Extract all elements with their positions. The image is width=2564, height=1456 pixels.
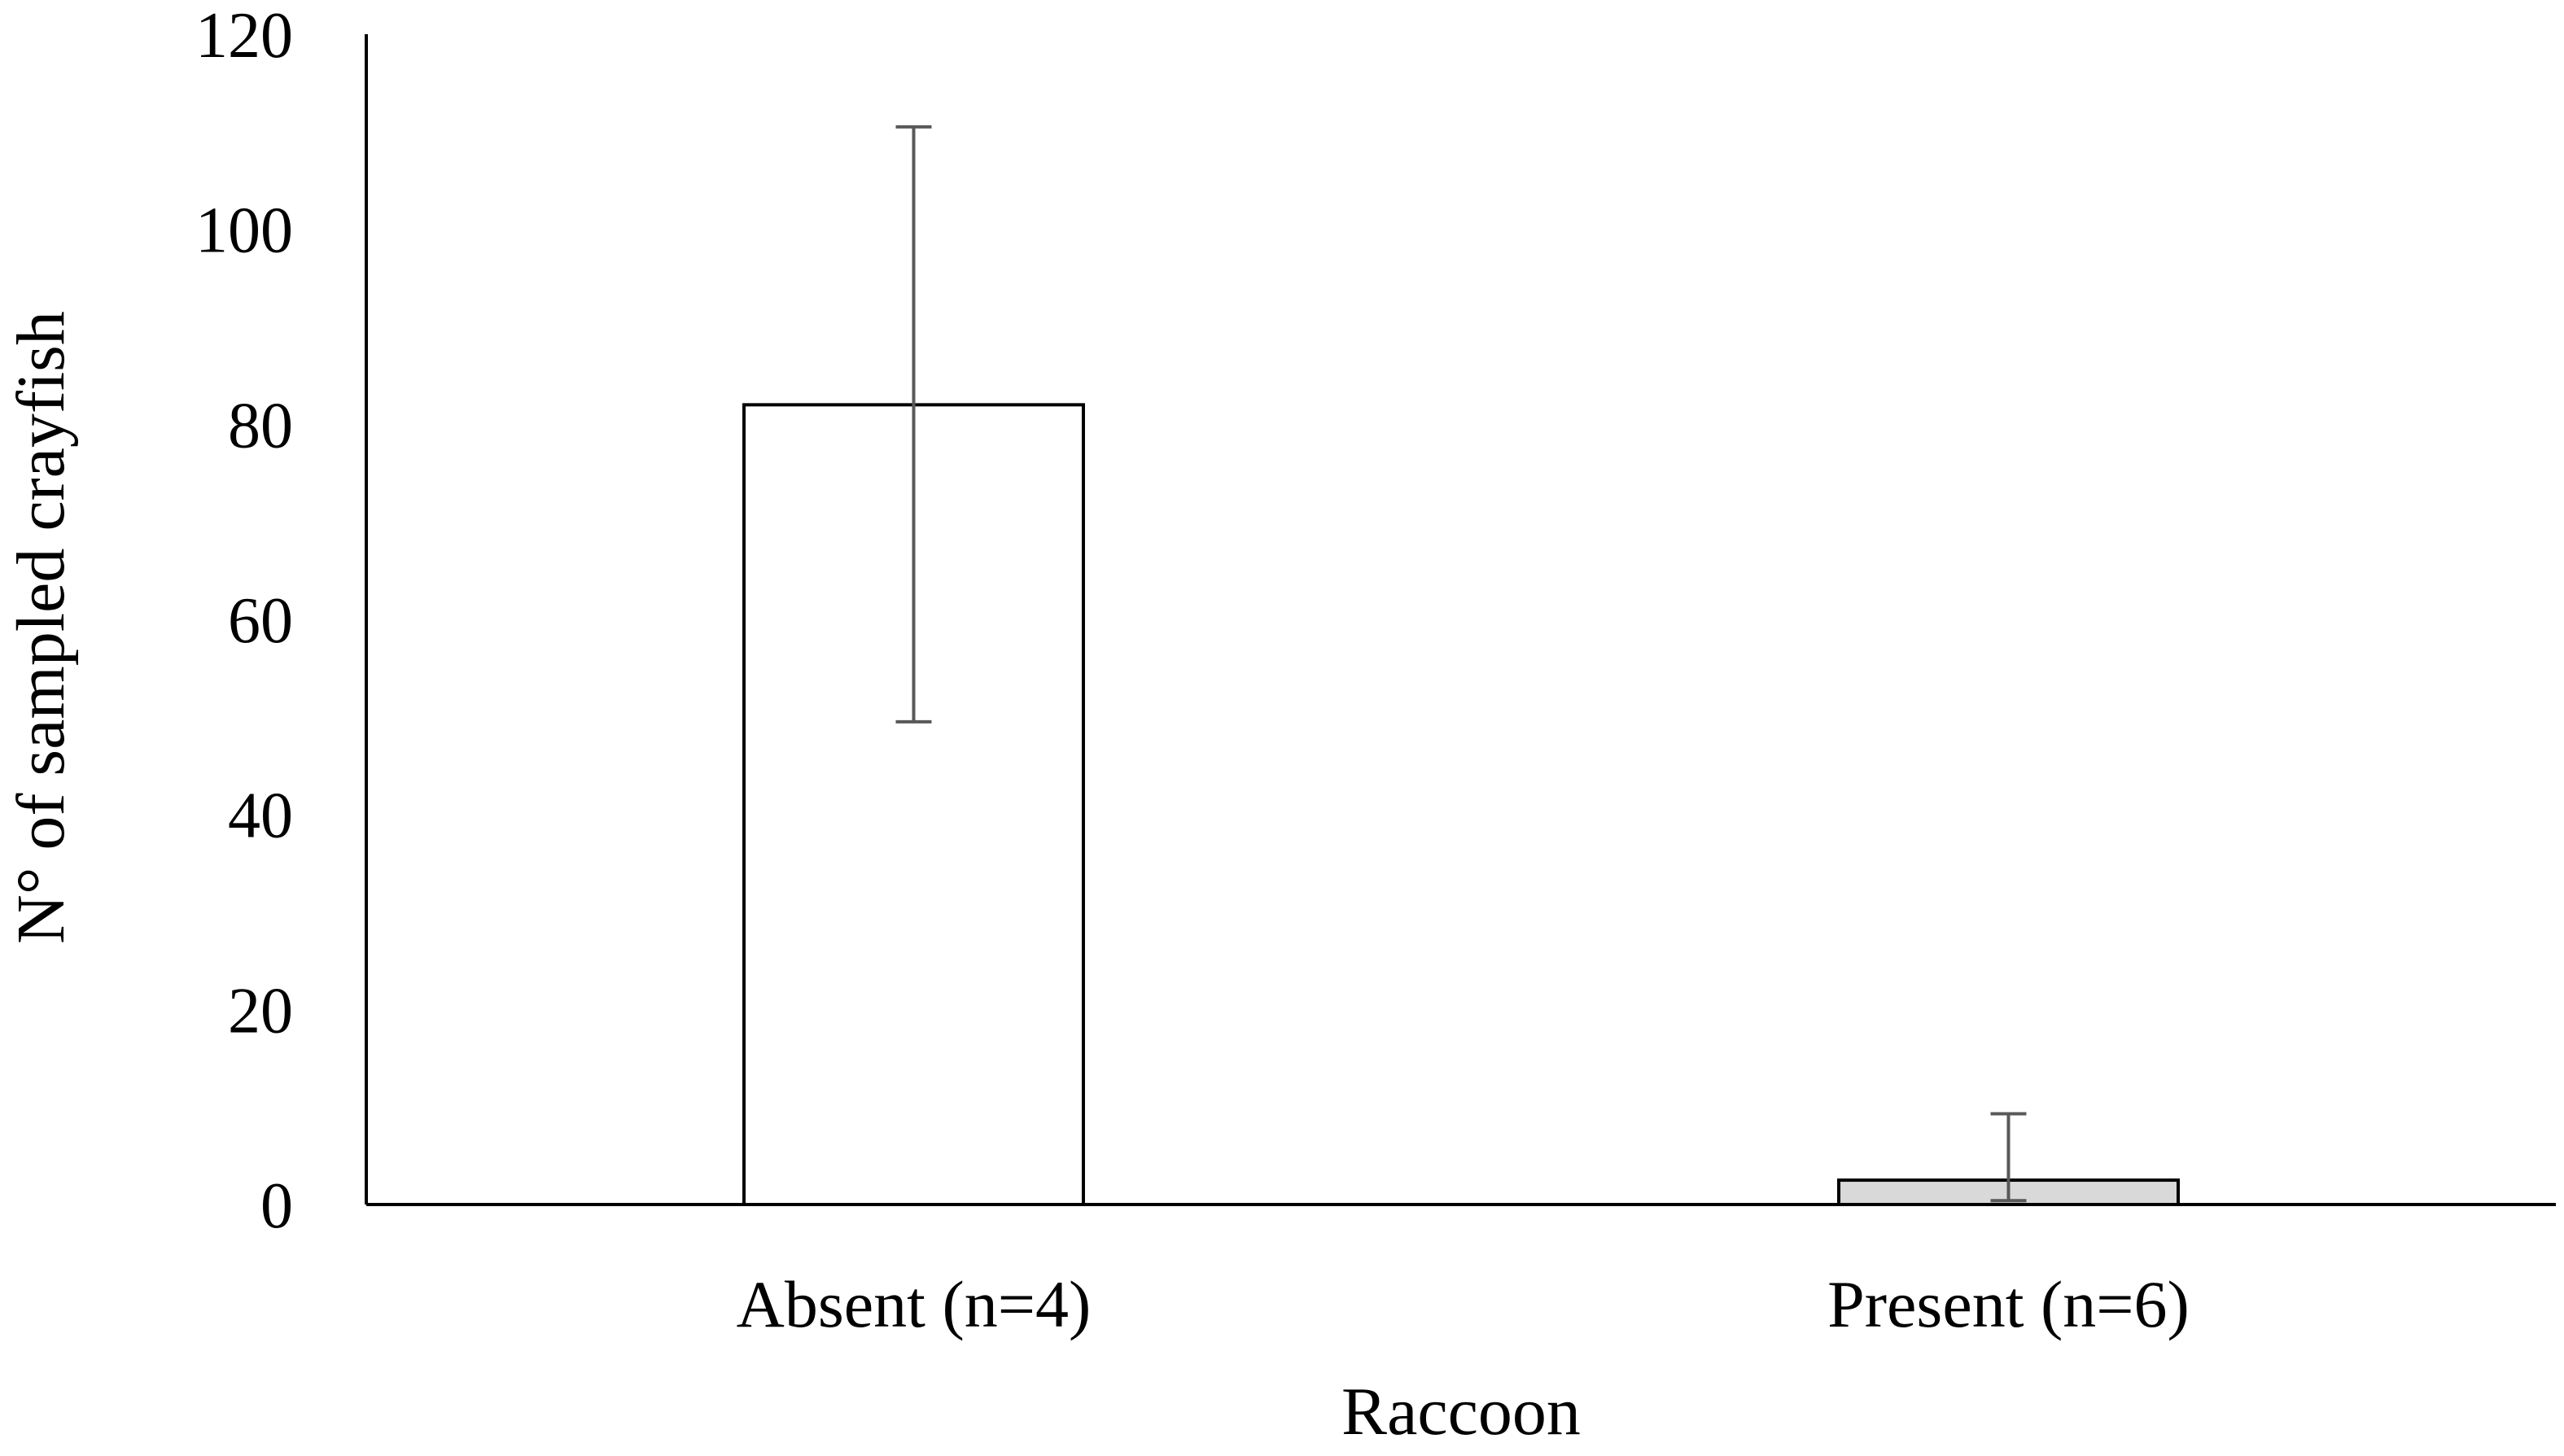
y-tick-labels: 0 20 40 60 80 100 120 (195, 0, 293, 1242)
y-axis-title: N° of sampled crayfish (3, 311, 79, 944)
error-bar (895, 125, 932, 724)
x-category-label: Present (n=6) (1827, 1267, 2190, 1341)
y-tick-label: 60 (228, 585, 293, 657)
y-tick-label: 20 (228, 975, 293, 1047)
x-category-label: Absent (n=4) (737, 1267, 1092, 1341)
y-tick-label: 40 (228, 780, 293, 852)
y-tick-label: 120 (195, 0, 293, 72)
bars-layer (742, 403, 2180, 1207)
error-bars-layer (895, 125, 2027, 1203)
y-tick-label: 80 (228, 390, 293, 461)
axes-layer (365, 34, 2556, 1206)
x-axis-title: Raccoon (1341, 1374, 1581, 1449)
y-tick-label: 0 (260, 1170, 293, 1242)
x-category-labels: Absent (n=4) Present (n=6) (737, 1267, 2190, 1341)
error-bar (1990, 1112, 2027, 1203)
y-tick-label: 100 (195, 195, 293, 267)
